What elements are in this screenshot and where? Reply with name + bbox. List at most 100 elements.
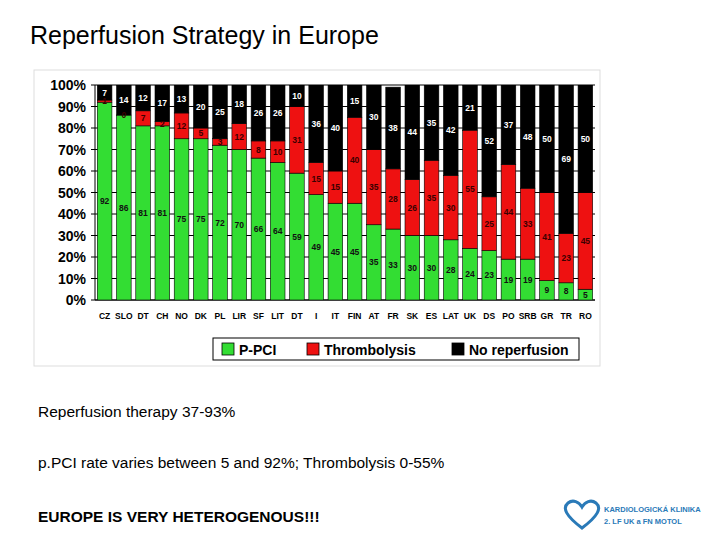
tick: [91, 257, 95, 258]
slide: Reperfusion Strategy in Europe0%10%20%30…: [0, 0, 720, 540]
bar-segment: [347, 85, 362, 117]
bar-segment: [270, 141, 285, 163]
bar-segment: [213, 145, 228, 300]
grid-line: [95, 149, 595, 150]
tick-label: 30%: [58, 228, 87, 244]
data-label: 25: [215, 107, 225, 117]
bar-segment: [559, 233, 574, 282]
category-label: NO: [175, 311, 188, 321]
category-label: LIT: [271, 311, 285, 321]
legend-label: P-PCI: [239, 342, 276, 358]
data-label: 75: [196, 214, 206, 224]
data-label: 55: [465, 184, 475, 194]
data-label: 5: [198, 128, 203, 138]
bar-segment: [386, 87, 401, 169]
data-label: 66: [254, 224, 264, 234]
data-label: 2: [160, 119, 165, 129]
bar-segment: [540, 281, 555, 300]
bars: [97, 85, 592, 300]
legend-swatch: [452, 343, 464, 355]
legend-label: Thrombolysis: [324, 342, 416, 358]
data-label: 12: [234, 132, 244, 142]
data-label: 35: [369, 182, 379, 192]
bar-segment: [367, 150, 382, 225]
bar-segment: [251, 158, 266, 300]
bar-segment: [520, 259, 535, 300]
data-label: 30: [427, 263, 437, 273]
bar-segment: [155, 126, 170, 300]
bar-segment: [559, 85, 574, 233]
data-label: 86: [119, 203, 129, 213]
bar-segment: [251, 141, 266, 158]
data-label: 59: [292, 232, 302, 242]
bar-segment: [386, 169, 401, 229]
grid-line: [95, 214, 595, 215]
x-axis: [95, 300, 595, 301]
bar-segment: [328, 203, 343, 300]
bar-segment: [193, 128, 208, 139]
data-label: 1: [102, 96, 107, 106]
bar-segment: [578, 85, 593, 193]
bar-segment: [367, 85, 382, 150]
category-label: TR: [560, 311, 571, 321]
data-label: 36: [311, 119, 321, 129]
bar-segment: [309, 85, 324, 162]
category-label: CZ: [99, 311, 110, 321]
data-label: 5: [583, 290, 588, 300]
bar-segment: [482, 197, 497, 251]
data-label: 20: [196, 102, 206, 112]
data-label: 75: [177, 214, 187, 224]
data-label: 30: [446, 203, 456, 213]
grid-line: [95, 171, 595, 172]
bar-segment: [232, 150, 247, 301]
bar-segment: [117, 115, 132, 300]
bar-segment: [501, 259, 516, 300]
tick-label: 60%: [58, 163, 87, 179]
bar-segment: [328, 85, 343, 171]
bar-segment: [232, 124, 247, 150]
logo-text: KARDIOLOGICKÁ KLINIKA: [604, 505, 701, 514]
annotation: p.PCI rate varies between 5 and 92%; Thr…: [38, 454, 445, 471]
category-label: FR: [387, 311, 398, 321]
data-label: 52: [484, 136, 494, 146]
logo-text: 2. LF UK a FN MOTOL: [604, 517, 682, 526]
bar-segment: [193, 85, 208, 128]
data-label: 9: [545, 285, 550, 295]
annotation: EUROPE IS VERY HETEROGENOUS!!!: [38, 508, 320, 525]
data-label: 21: [465, 103, 475, 113]
data-label: 42: [446, 125, 456, 135]
category-label: I: [315, 311, 317, 321]
data-label: 26: [408, 203, 418, 213]
grid-line: [95, 106, 595, 107]
bar-segment: [309, 195, 324, 300]
data-label: 40: [331, 123, 341, 133]
data-label: 0: [121, 110, 126, 120]
grid-line: [95, 235, 595, 236]
data-label: 35: [427, 118, 437, 128]
category-label: RO: [579, 311, 592, 321]
data-label: 19: [523, 275, 533, 285]
logo: KARDIOLOGICKÁ KLINIKA 2. LF UK a FN MOTOL: [565, 501, 701, 528]
data-label: 45: [331, 247, 341, 257]
bar-segment: [540, 193, 555, 281]
data-label: 15: [350, 96, 360, 106]
data-label: 44: [408, 127, 418, 137]
legend-box: [213, 338, 579, 360]
category-label: SF: [253, 311, 264, 321]
bar-segment: [443, 175, 458, 240]
tick: [91, 300, 95, 301]
bar-segment: [136, 126, 151, 300]
bar-segment: [443, 240, 458, 300]
grid: 0%10%20%30%40%50%60%70%80%90%100%: [50, 77, 595, 308]
grid-line: [95, 192, 595, 193]
data-label: 33: [388, 260, 398, 270]
grid-line: [95, 300, 595, 301]
title: Reperfusion Strategy in Europe: [30, 21, 379, 49]
data-label: 50: [542, 134, 552, 144]
tick-label: 100%: [50, 77, 86, 93]
bar-segment: [501, 165, 516, 260]
data-label: 14: [119, 95, 129, 105]
bar-segment: [136, 111, 151, 126]
legend: P-PCIThrombolysisNo reperfusion: [213, 338, 579, 360]
bar-segment: [193, 139, 208, 300]
